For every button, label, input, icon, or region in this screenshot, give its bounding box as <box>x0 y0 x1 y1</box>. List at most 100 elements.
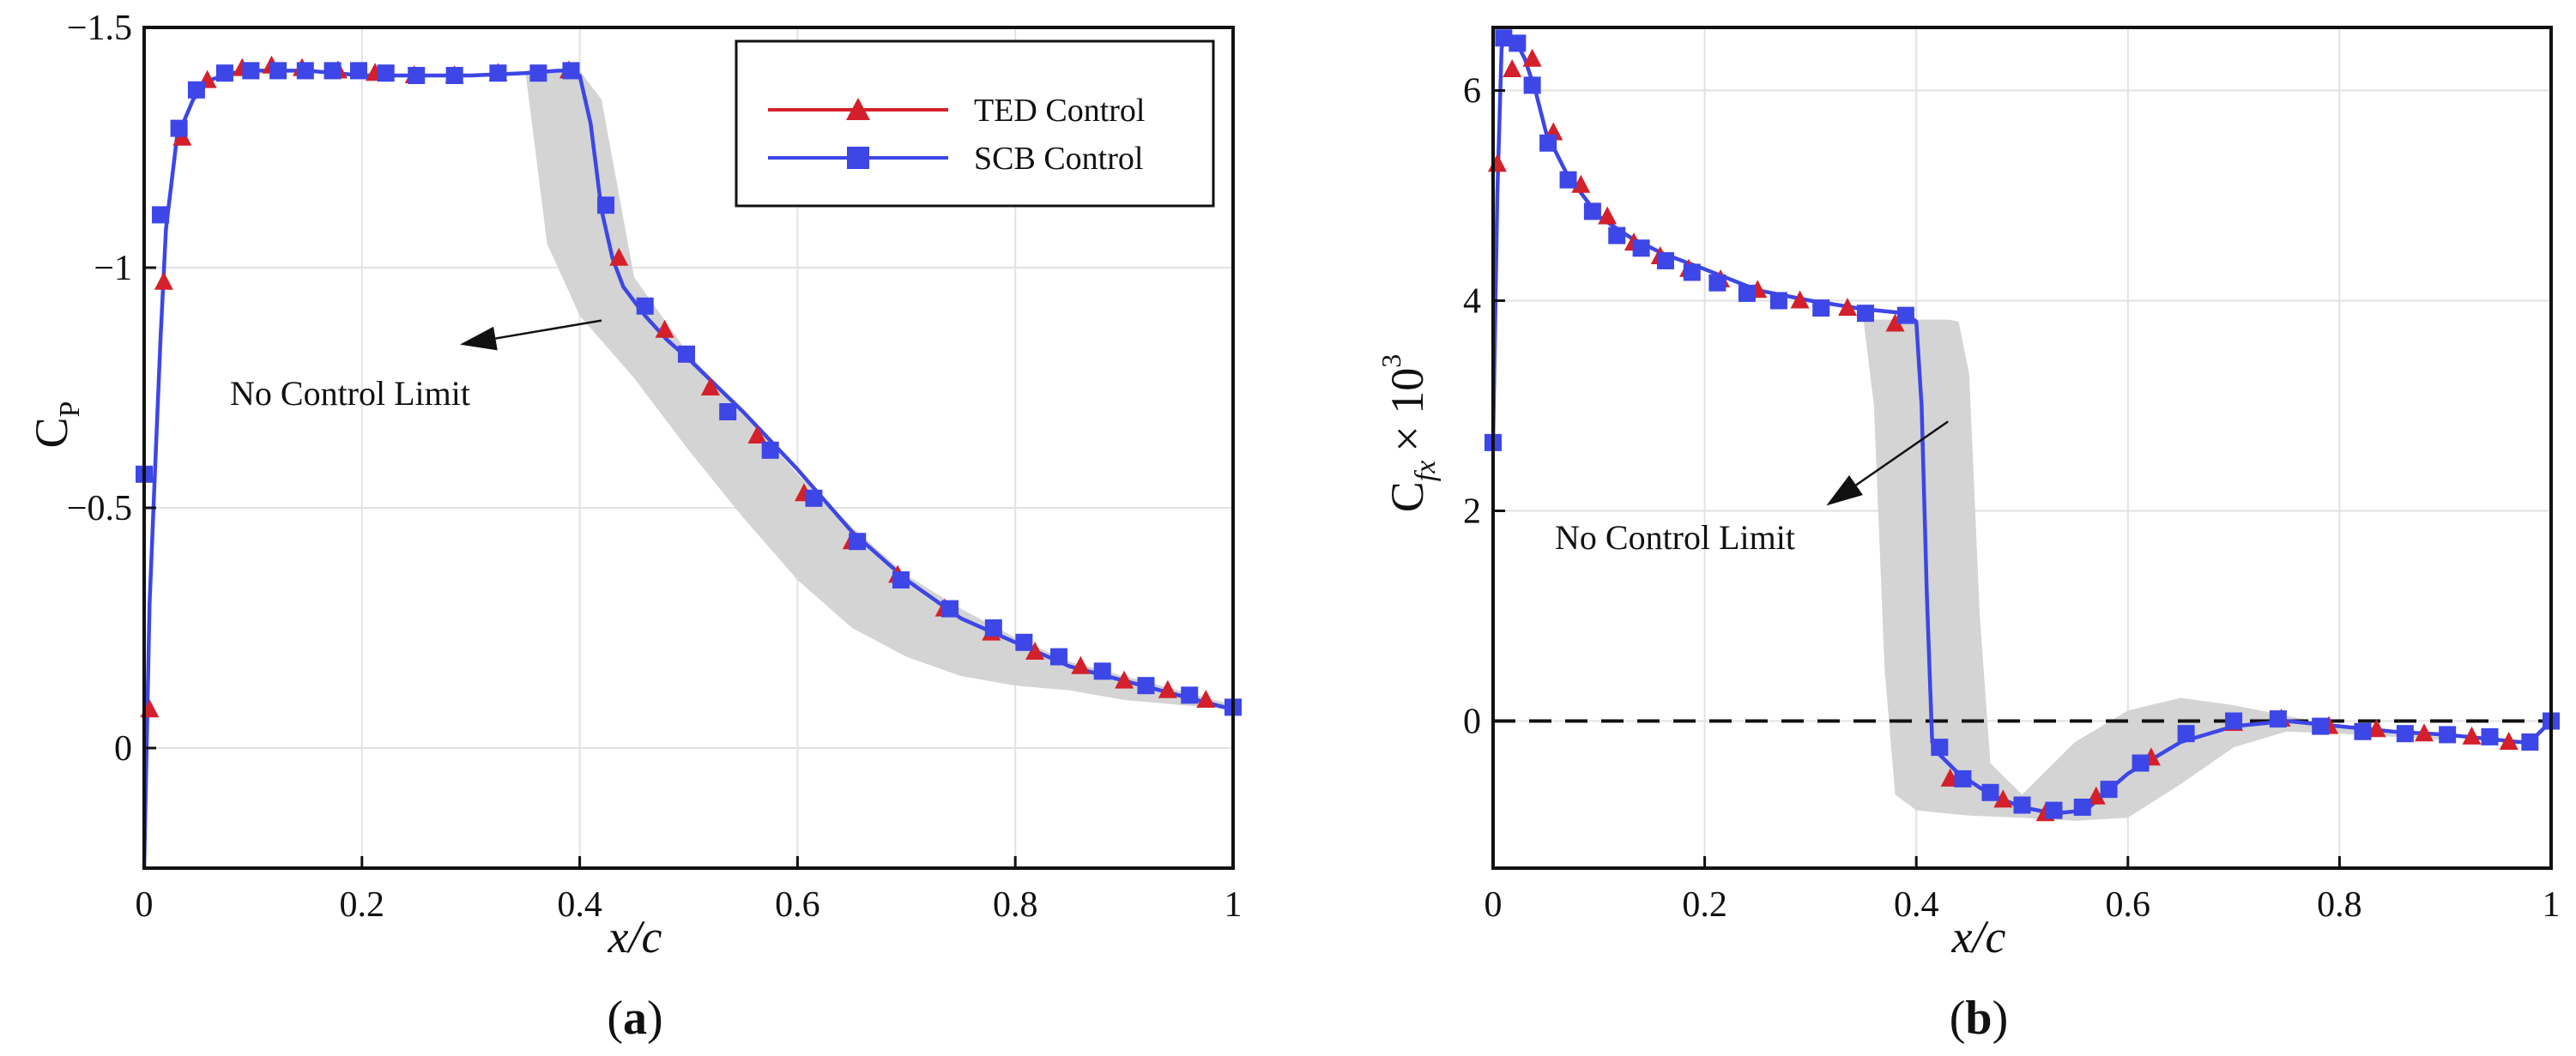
annotation-arrow-line <box>495 319 602 340</box>
panel-a-y-axis-label: CP <box>26 401 86 449</box>
ted-marker-triangle <box>1196 690 1216 708</box>
legend-box <box>735 39 1215 208</box>
ted-marker-triangle <box>700 377 720 395</box>
panel-b-letter: b <box>1965 992 1992 1045</box>
scb-marker-square <box>1093 662 1111 680</box>
y-label-times-ten: × 10 <box>1382 368 1433 452</box>
x-tick-label: 1 <box>1225 885 1243 925</box>
scb-marker-square <box>2073 798 2091 816</box>
panel-b-ticks: 0 0.2 0.4 0.6 0.8 1 0 2 4 6 <box>1463 72 2561 926</box>
no-control-limit-band <box>525 70 1233 710</box>
annotation-arrow-line <box>1855 420 1949 486</box>
ted-marker-triangle <box>1522 48 1542 67</box>
x-tick-label: 0.2 <box>340 885 385 925</box>
scb-marker-square <box>1931 739 1949 757</box>
annotation-text-no-control-limit: No Control Limit <box>1555 518 1795 557</box>
scb-marker-square <box>761 441 779 459</box>
y-tick-label: −1 <box>94 249 132 288</box>
scb-marker-square <box>2132 754 2150 772</box>
scb-marker-square <box>1738 284 1756 302</box>
x-tick-label: 0.8 <box>2317 885 2362 925</box>
legend-marker-ted-triangle <box>846 98 870 120</box>
scb-marker-square <box>2439 726 2457 744</box>
scb-marker-square <box>2312 717 2330 735</box>
scb-marker-square <box>408 67 426 84</box>
scb-marker-square <box>215 64 233 82</box>
scb-marker-square <box>1708 274 1726 292</box>
panel-a-legend: TED Control SCB Control <box>735 39 1215 208</box>
panel-a-x-axis-label: x/c <box>608 911 662 962</box>
ted-marker-triangle <box>154 271 173 290</box>
scb-marker-square <box>1954 769 1972 787</box>
y-label-subscript: fx <box>1410 461 1442 482</box>
scb-marker-square <box>2521 733 2539 751</box>
scb-marker-square <box>1632 239 1650 257</box>
legend-marker-scb-square <box>847 147 869 169</box>
y-tick-label: 6 <box>1463 72 1481 112</box>
scb-marker-square <box>1137 677 1155 695</box>
scb-marker-square <box>1539 134 1557 152</box>
ted-marker-triangle <box>1993 789 2013 808</box>
scb-marker-square <box>242 62 260 80</box>
scb-marker-square <box>152 206 170 224</box>
y-tick-label: 0 <box>1463 703 1481 742</box>
scb-marker-square <box>2481 727 2499 745</box>
panel-a: 0 0.2 0.4 0.6 0.8 1 −1.5 −1 −0.5 0 TED Control SC… <box>26 9 1243 1045</box>
ted-marker-triangle <box>1503 59 1522 77</box>
ted-marker-triangle <box>655 319 674 338</box>
ted-marker-triangle <box>1071 655 1091 674</box>
ted-marker-triangle <box>1838 298 1858 317</box>
ted-marker-triangle <box>609 247 629 266</box>
scb-marker-square <box>1523 76 1541 94</box>
annotation-text-no-control-limit: No Control Limit <box>230 374 470 413</box>
x-tick-label: 0.6 <box>2106 885 2151 925</box>
x-tick-label: 0 <box>136 885 154 925</box>
scb-marker-square <box>170 119 188 137</box>
y-tick-label: 0 <box>114 729 132 769</box>
ted-marker-triangle <box>2367 719 2386 738</box>
scb-marker-square <box>1608 226 1626 244</box>
y-tick-label: 4 <box>1463 282 1481 322</box>
svg-text:Cfx× 103: Cfx × 103 <box>1376 354 1442 513</box>
ted-marker-triangle <box>747 425 767 444</box>
scb-marker-square <box>1981 783 1999 801</box>
x-tick-label: 0.8 <box>993 885 1038 925</box>
scb-marker-square <box>489 64 507 82</box>
scb-marker-square <box>1559 171 1577 189</box>
panel-b-annotation: No Control Limit <box>1555 420 1949 557</box>
scb-marker-square <box>719 403 737 420</box>
scb-marker-square <box>1181 686 1199 704</box>
annotation-arrow-head <box>1826 474 1863 506</box>
scb-marker-square <box>1683 263 1701 281</box>
scb-marker-square <box>677 345 695 363</box>
scb-marker-square <box>597 196 615 214</box>
legend-label-scb: SCB Control <box>974 141 1143 177</box>
ted-marker-triangle <box>1790 290 1810 309</box>
y-label-superscript: 3 <box>1376 354 1406 368</box>
scb-marker-square <box>2100 781 2118 799</box>
ted-marker-triangle <box>2462 726 2482 745</box>
scb-marker-square <box>849 533 867 551</box>
scb-marker-square <box>1495 29 1513 47</box>
scb-marker-square <box>529 64 547 82</box>
panel-a-annotation: No Control Limit <box>230 319 602 413</box>
ted-marker-triangle <box>2415 723 2434 742</box>
scb-marker-square <box>2269 710 2287 728</box>
panel-b-series <box>1485 29 2560 822</box>
legend-label-ted: TED Control <box>974 93 1145 129</box>
panel-a-series <box>136 55 1242 869</box>
ted-marker-triangle <box>1115 670 1134 689</box>
scb-marker-square <box>1896 306 1914 324</box>
y-label-base: C <box>1382 481 1433 512</box>
scb-marker-square <box>2354 722 2372 740</box>
panel-b-label: (b) <box>1950 992 2008 1045</box>
scb-marker-square <box>805 489 823 507</box>
scb-marker-square <box>2045 801 2063 819</box>
scb-marker-square <box>1857 305 1875 323</box>
scb-marker-square <box>1769 292 1787 310</box>
scb-marker-square <box>636 297 654 315</box>
scb-marker-square <box>2013 796 2031 814</box>
ted-marker-triangle <box>1025 642 1045 660</box>
